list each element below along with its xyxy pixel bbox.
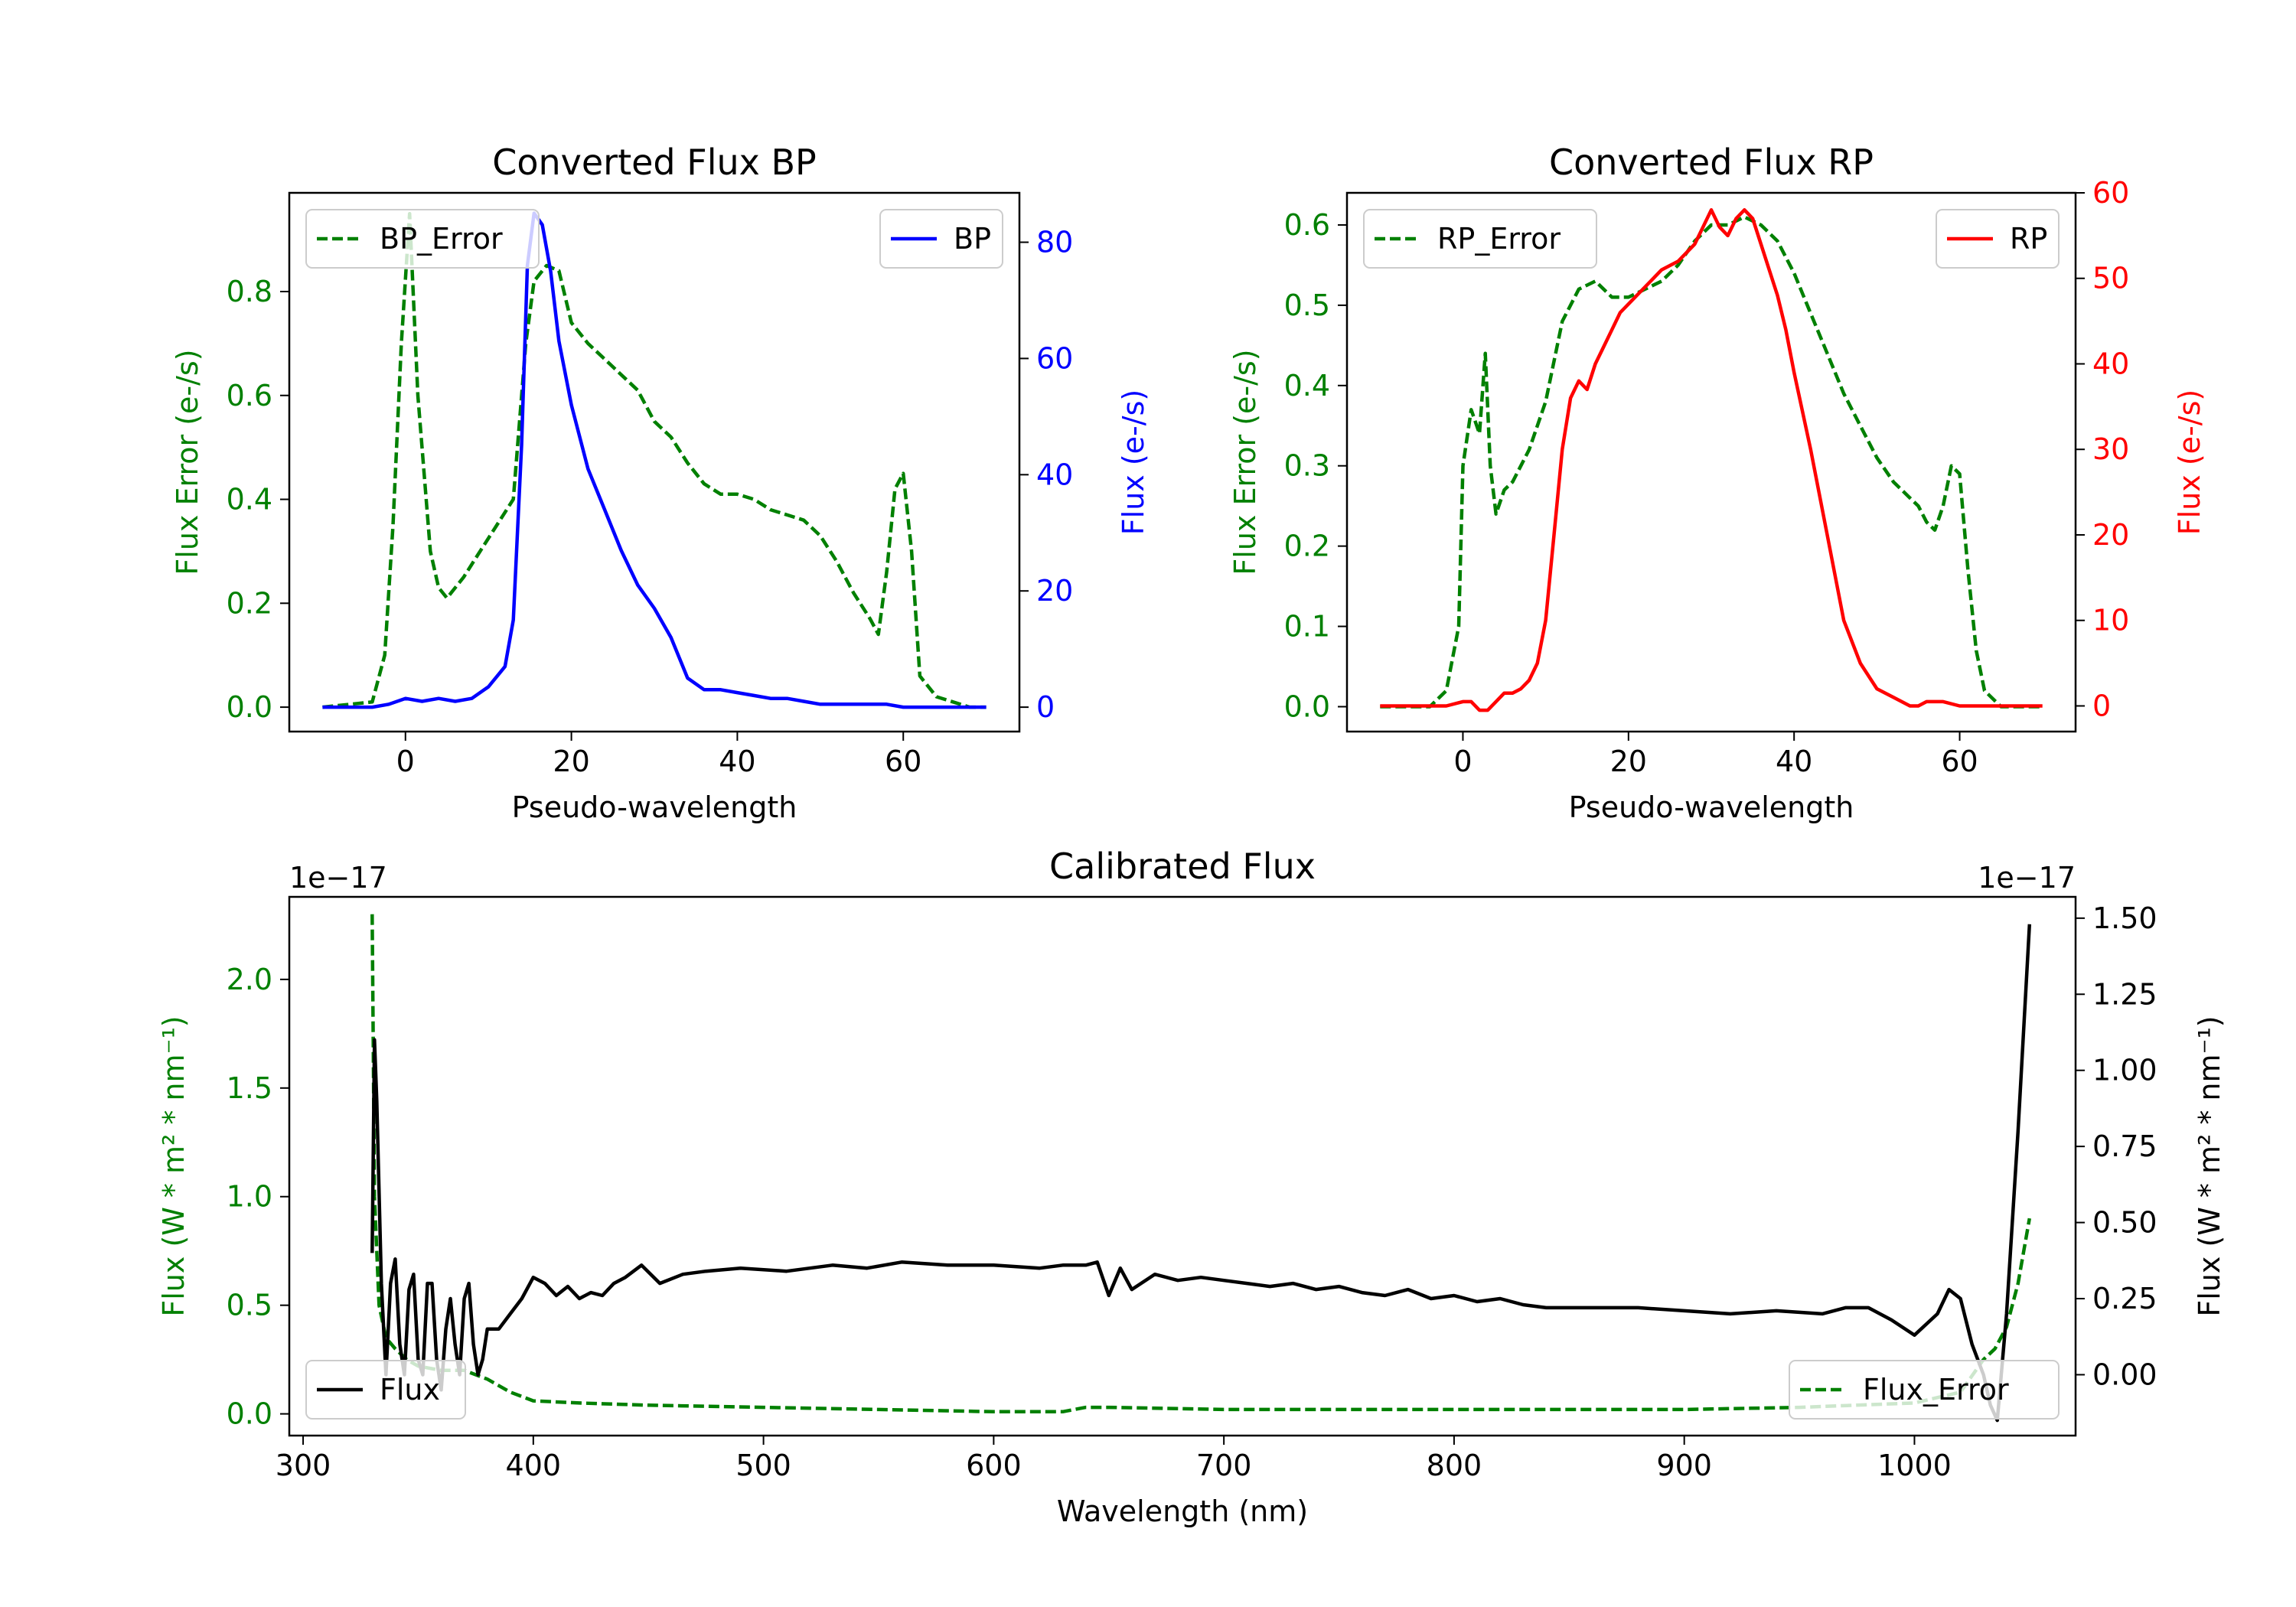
- right-tick-label: 0: [2092, 689, 2111, 722]
- x-axis-label: Wavelength (nm): [1057, 1495, 1308, 1528]
- left-axis-label: Flux Error (e-/s): [1228, 349, 1262, 575]
- x-tick-label: 60: [885, 745, 921, 778]
- left-axis-label: Flux (W * m² * nm⁻¹): [157, 1015, 191, 1316]
- left-tick-label: 1.0: [227, 1180, 272, 1214]
- x-tick-label: 60: [1941, 745, 1978, 778]
- left-tick-label: 1.5: [227, 1071, 272, 1105]
- x-tick-label: 40: [719, 745, 755, 778]
- right-tick-label: 1.25: [2092, 977, 2157, 1011]
- left-tick-label: 0.4: [1284, 369, 1330, 403]
- right-tick-label: 40: [2092, 347, 2129, 380]
- left-tick-label: 0.2: [227, 586, 272, 620]
- x-axis-label: Pseudo-wavelength: [1569, 790, 1854, 824]
- right-tick-label: 0.50: [2092, 1206, 2157, 1240]
- legend-bp: BP: [879, 209, 1003, 269]
- legend-flux-error: Flux_Error: [1789, 1360, 2060, 1420]
- x-tick-label: 700: [1196, 1449, 1252, 1482]
- legend-rp: RP: [1936, 209, 2060, 269]
- legend-box: [305, 1360, 466, 1420]
- left-tick-label: 0.8: [227, 275, 272, 308]
- right-axis-label: Flux (W * m² * nm⁻¹): [2193, 1015, 2226, 1316]
- series-line-bp-error: [322, 211, 987, 709]
- x-tick-label: 400: [506, 1449, 562, 1482]
- right-tick-label: 80: [1036, 226, 1073, 259]
- axes-frame: [288, 895, 2077, 1437]
- right-offset-text: 1e−17: [1978, 861, 2076, 895]
- left-tick-label: 0.6: [227, 379, 272, 412]
- series-line-flux: [370, 924, 2032, 1423]
- left-tick-label: 0.3: [1284, 449, 1330, 483]
- axes-frame: [288, 191, 1021, 733]
- legend-label: RP: [2010, 222, 2047, 256]
- legend-box: [1363, 209, 1597, 269]
- x-tick-label: 500: [735, 1449, 791, 1482]
- x-tick-label: 900: [1656, 1449, 1712, 1482]
- right-tick-label: 0.75: [2092, 1129, 2157, 1163]
- right-tick-label: 20: [1036, 574, 1073, 608]
- legend-box: [879, 209, 1003, 269]
- chart-panel-bp: 0 20 40 60 0.0 0.2 0.4 0.6 0.8 0 20 40 60 80 Converted…: [171, 142, 1150, 824]
- right-tick-label: 20: [2092, 518, 2129, 552]
- x-tick-label: 1000: [1877, 1449, 1952, 1482]
- legend-label: Flux: [380, 1373, 440, 1407]
- x-axis-label: Pseudo-wavelength: [512, 790, 797, 824]
- right-tick-label: 0: [1036, 690, 1055, 724]
- right-tick-label: 1.50: [2092, 901, 2157, 935]
- right-tick-label: 50: [2092, 262, 2129, 295]
- left-tick-label: 0.2: [1284, 530, 1330, 563]
- legend-label: Flux_Error: [1863, 1373, 2009, 1407]
- right-axis-label: Flux (e-/s): [2173, 390, 2206, 535]
- left-tick-label: 0.0: [227, 1397, 272, 1431]
- legend-box: [1936, 209, 2060, 269]
- chart-title: Converted Flux RP: [1549, 142, 1874, 183]
- left-tick-label: 0.6: [1284, 208, 1330, 242]
- right-tick-label: 10: [2092, 604, 2129, 637]
- right-axis-label: Flux (e-/s): [1117, 390, 1150, 535]
- x-tick-label: 300: [276, 1449, 331, 1482]
- left-tick-label: 0.1: [1284, 610, 1330, 644]
- right-tick-label: 40: [1036, 458, 1073, 491]
- chart-title: Converted Flux BP: [492, 142, 817, 183]
- series-line-flux-error: [370, 914, 2032, 1414]
- right-tick-label: 30: [2092, 432, 2129, 466]
- series-line-rp-error: [1380, 215, 2043, 709]
- right-tick-label: 0.00: [2092, 1358, 2157, 1391]
- x-tick-label: 600: [966, 1449, 1022, 1482]
- legend-box: [305, 209, 540, 269]
- right-tick-label: 1.00: [2092, 1054, 2157, 1087]
- x-tick-label: 0: [396, 745, 415, 778]
- x-tick-label: 20: [553, 745, 589, 778]
- legend-label: BP_Error: [380, 222, 503, 256]
- legend-bp-error: BP_Error: [305, 209, 540, 269]
- left-axis-label: Flux Error (e-/s): [171, 349, 204, 575]
- legend-box: [1789, 1360, 2060, 1420]
- legend-label: RP_Error: [1437, 222, 1561, 256]
- series-line-bp: [322, 211, 987, 709]
- x-tick-label: 0: [1453, 745, 1472, 778]
- left-tick-label: 2.0: [227, 963, 272, 996]
- left-tick-label: 0.0: [1284, 689, 1330, 723]
- axes-frame: [1345, 191, 2077, 733]
- left-tick-label: 0.0: [227, 690, 272, 724]
- right-tick-label: 60: [1036, 341, 1073, 375]
- left-tick-label: 0.5: [227, 1289, 272, 1322]
- series-line-rp: [1380, 208, 2043, 712]
- legend-rp-error: RP_Error: [1363, 209, 1597, 269]
- legend-flux: Flux: [305, 1360, 466, 1420]
- x-tick-label: 20: [1610, 745, 1647, 778]
- legend-label: BP: [954, 222, 991, 256]
- chart-panel-rp: 0 20 40 60 0.0 0.1 0.2 0.3 0.4 0.5 0.6 0 10 20 30 40 50 6…: [1228, 142, 2206, 824]
- right-tick-label: 0.25: [2092, 1282, 2157, 1315]
- right-tick-label: 60: [2092, 176, 2129, 210]
- chart-panel-cal: 300 400 500 600 700 800 900 1000 0.0 0.5 1.0 1.5 2.0…: [157, 846, 2226, 1528]
- left-offset-text: 1e−17: [289, 861, 387, 895]
- left-tick-label: 0.5: [1284, 288, 1330, 322]
- chart-title: Calibrated Flux: [1049, 846, 1316, 887]
- left-tick-label: 0.4: [227, 483, 272, 517]
- x-tick-label: 800: [1427, 1449, 1482, 1482]
- x-tick-label: 40: [1776, 745, 1812, 778]
